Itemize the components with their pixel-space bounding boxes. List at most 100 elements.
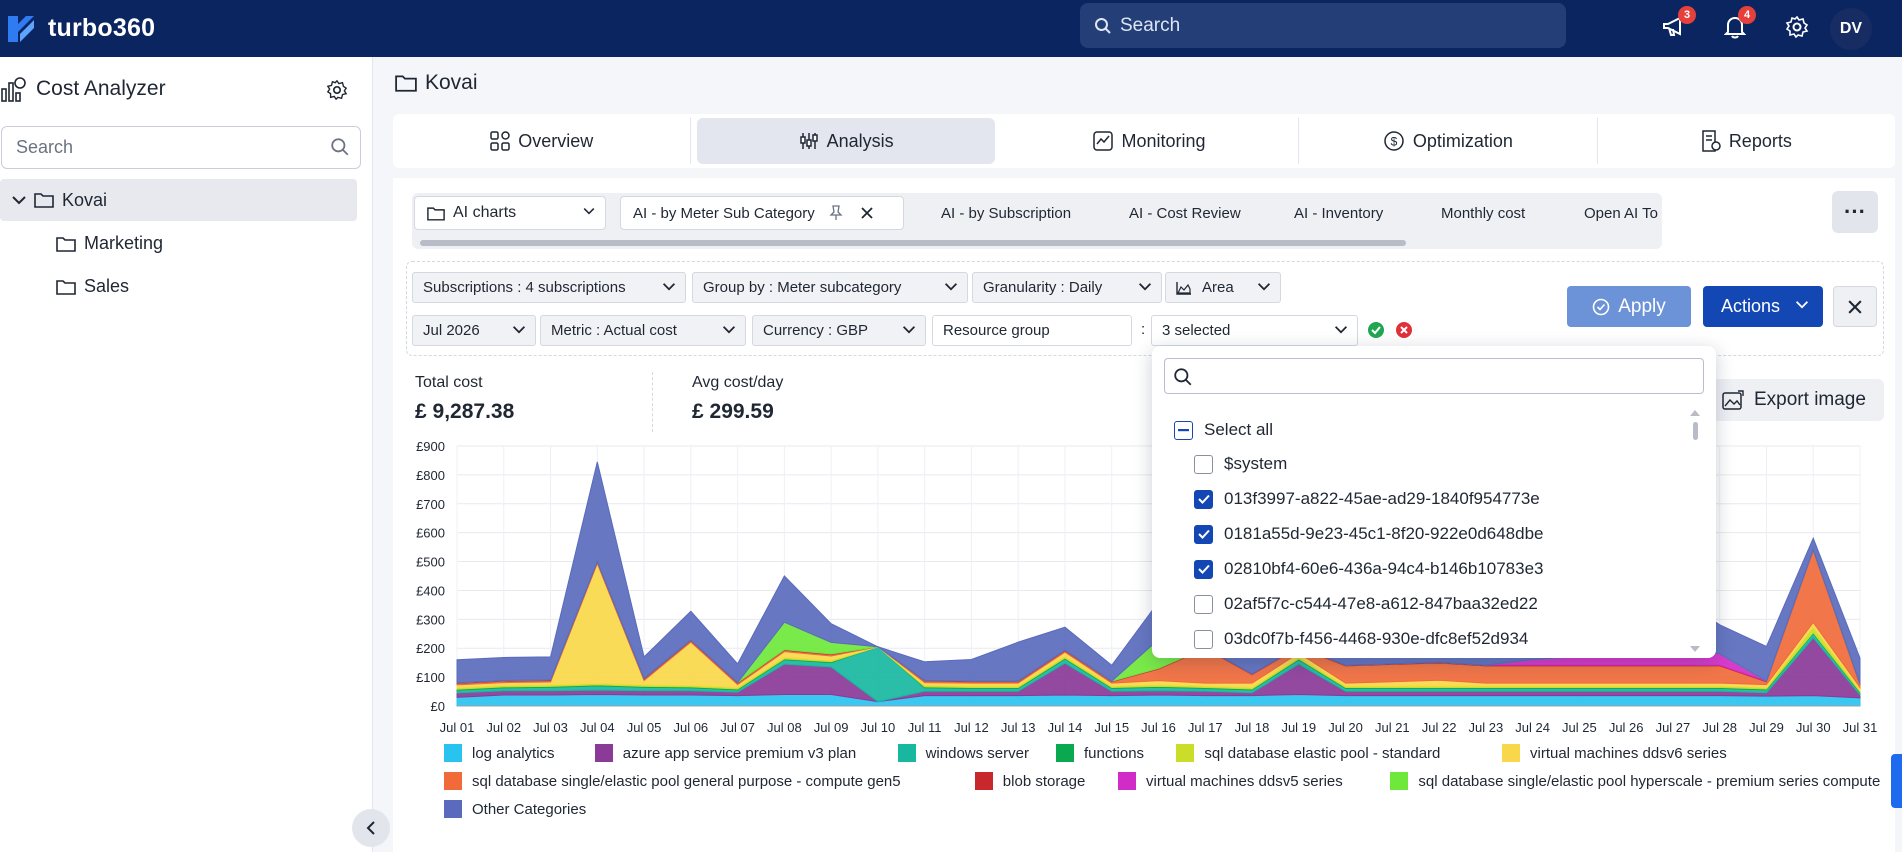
apply-button[interactable]: Apply [1567, 286, 1691, 327]
dropdown-option[interactable]: 0181a55d-9e23-45c1-8f20-922e0d648dbe [1194, 524, 1544, 544]
view-folder-select[interactable]: AI charts [414, 196, 606, 230]
chevron-down-icon[interactable] [12, 195, 26, 205]
checked-checkbox[interactable] [1194, 560, 1213, 579]
total-cost-value: £ 9,287.38 [415, 400, 514, 424]
resource-group-filter[interactable]: Resource group [932, 315, 1132, 346]
close-filters-button[interactable] [1833, 286, 1877, 327]
legend-item[interactable]: virtual machines ddsv6 series [1502, 744, 1727, 762]
period-filter[interactable]: Jul 2026 [412, 315, 536, 346]
feedback-side-tab[interactable] [1891, 754, 1902, 808]
subscriptions-filter[interactable]: Subscriptions : 4 subscriptions [412, 272, 686, 303]
tab-label: Optimization [1413, 131, 1513, 152]
brand-name: turbo360 [48, 14, 155, 43]
legend-item[interactable]: virtual machines ddsv5 series [1118, 772, 1343, 790]
legend-item[interactable]: Other Categories [444, 800, 586, 818]
close-icon[interactable] [861, 207, 873, 219]
legend-item[interactable]: sql database single/elastic pool general… [444, 772, 901, 790]
legend-item[interactable]: sql database elastic pool - standard [1176, 744, 1440, 762]
scroll-up-icon[interactable] [1690, 410, 1700, 416]
notifications-button[interactable]: 4 [1718, 10, 1752, 44]
announcements-button[interactable]: 3 [1658, 10, 1692, 44]
dropdown-option[interactable]: 013f3997-a822-45ae-ad29-1840f954773e [1194, 489, 1540, 509]
legend-item[interactable]: sql database single/elastic pool hypersc… [1390, 772, 1880, 790]
chart-type-filter[interactable]: Area [1165, 272, 1281, 303]
checked-checkbox[interactable] [1194, 490, 1213, 509]
legend-swatch [1390, 772, 1408, 790]
x-tick-label: Jul 24 [1515, 720, 1550, 735]
tab-optimization[interactable]: $ Optimization [1299, 118, 1597, 164]
more-options-button[interactable]: ··· [1832, 191, 1878, 233]
global-search-label: Search [1120, 15, 1180, 37]
select-all-checkbox[interactable] [1174, 421, 1193, 440]
x-tick-label: Jul 03 [533, 720, 568, 735]
view-tab-open-ai[interactable]: Open AI To [1584, 196, 1658, 230]
granularity-filter[interactable]: Granularity : Daily [972, 272, 1162, 303]
legend-item[interactable]: azure app service premium v3 plan [595, 744, 856, 762]
announcements-badge: 3 [1678, 6, 1696, 24]
x-tick-label: Jul 17 [1188, 720, 1223, 735]
unchecked-checkbox[interactable] [1194, 630, 1213, 649]
dropdown-search-input[interactable] [1164, 358, 1704, 394]
dropdown-option[interactable]: $system [1194, 454, 1287, 474]
unchecked-checkbox[interactable] [1194, 595, 1213, 614]
legend-swatch [975, 772, 993, 790]
main-tabs: Overview Analysis Monitoring $ Optimizat… [393, 114, 1895, 168]
pin-icon[interactable] [829, 205, 843, 221]
tree-item-sales[interactable]: Sales [56, 276, 129, 297]
dropdown-option[interactable]: 02810bf4-60e6-436a-94c4-b146b10783e3 [1194, 559, 1544, 579]
legend-item[interactable]: blob storage [975, 772, 1086, 790]
export-image-button[interactable]: Export image [1708, 379, 1884, 421]
confirm-filter-icon[interactable] [1367, 321, 1385, 339]
scroll-down-icon[interactable] [1690, 646, 1700, 652]
logo[interactable]: turbo360 [6, 14, 155, 44]
view-tab-by-subscription[interactable]: AI - by Subscription [941, 196, 1071, 230]
currency-filter[interactable]: Currency : GBP [752, 315, 926, 346]
metric-filter[interactable]: Metric : Actual cost [540, 315, 746, 346]
y-tick-label: £0 [431, 699, 445, 714]
dropdown-option[interactable]: 03dc0f7b-f456-4468-930e-dfc8ef52d934 [1194, 629, 1528, 649]
y-tick-label: £100 [416, 670, 445, 685]
legend-swatch [1118, 772, 1136, 790]
area-series[interactable] [457, 694, 1860, 706]
legend-item[interactable]: log analytics [444, 744, 555, 762]
tree-item-kovai[interactable]: Kovai [0, 179, 357, 221]
tab-monitoring[interactable]: Monitoring [1001, 118, 1299, 164]
global-search[interactable]: Search [1080, 3, 1566, 48]
actions-button[interactable]: Actions [1703, 286, 1823, 327]
settings-button[interactable] [1780, 10, 1814, 44]
view-tab-cost-review[interactable]: AI - Cost Review [1129, 196, 1241, 230]
dollar-circle-icon: $ [1383, 130, 1405, 152]
view-tab-by-meter-sub-category[interactable]: AI - by Meter Sub Category [620, 196, 904, 230]
dropdown-scrollbar[interactable] [1693, 422, 1698, 440]
view-tabs-scrollbar[interactable] [420, 240, 1406, 246]
dropdown-option[interactable]: 02af5f7c-c544-47e8-a612-847baa32ed22 [1194, 594, 1538, 614]
checked-checkbox[interactable] [1194, 525, 1213, 544]
view-tab-label: AI - Cost Review [1129, 205, 1241, 222]
x-tick-label: Jul 30 [1796, 720, 1831, 735]
tab-analysis[interactable]: Analysis [697, 118, 994, 164]
resource-group-value-select[interactable]: 3 selected [1151, 315, 1358, 346]
collapse-sidebar-button[interactable] [352, 809, 390, 847]
folder-icon [56, 279, 76, 295]
view-tab-inventory[interactable]: AI - Inventory [1294, 196, 1383, 230]
sidebar-settings-button[interactable] [326, 79, 348, 106]
tab-reports[interactable]: Reports [1598, 118, 1895, 164]
legend-swatch [444, 772, 462, 790]
tree-item-marketing[interactable]: Marketing [56, 233, 163, 254]
group-by-filter[interactable]: Group by : Meter subcategory [692, 272, 968, 303]
unchecked-checkbox[interactable] [1194, 455, 1213, 474]
view-tab-monthly-cost[interactable]: Monthly cost [1441, 196, 1525, 230]
legend-item[interactable]: windows server [898, 744, 1029, 762]
legend-item[interactable]: functions [1056, 744, 1144, 762]
user-avatar[interactable]: DV [1830, 8, 1872, 50]
page-title-label: Kovai [425, 71, 478, 95]
y-tick-label: £400 [416, 583, 445, 598]
tab-overview[interactable]: Overview [393, 118, 691, 164]
remove-filter-icon[interactable] [1395, 321, 1413, 339]
resource-group-value-label: 3 selected [1162, 322, 1230, 339]
x-tick-label: Jul 15 [1094, 720, 1129, 735]
select-all-option[interactable]: Select all [1174, 420, 1273, 440]
sidebar-title-label: Cost Analyzer [36, 77, 166, 101]
sidebar-search-input[interactable]: Search [1, 126, 361, 169]
x-tick-label: Jul 20 [1328, 720, 1363, 735]
